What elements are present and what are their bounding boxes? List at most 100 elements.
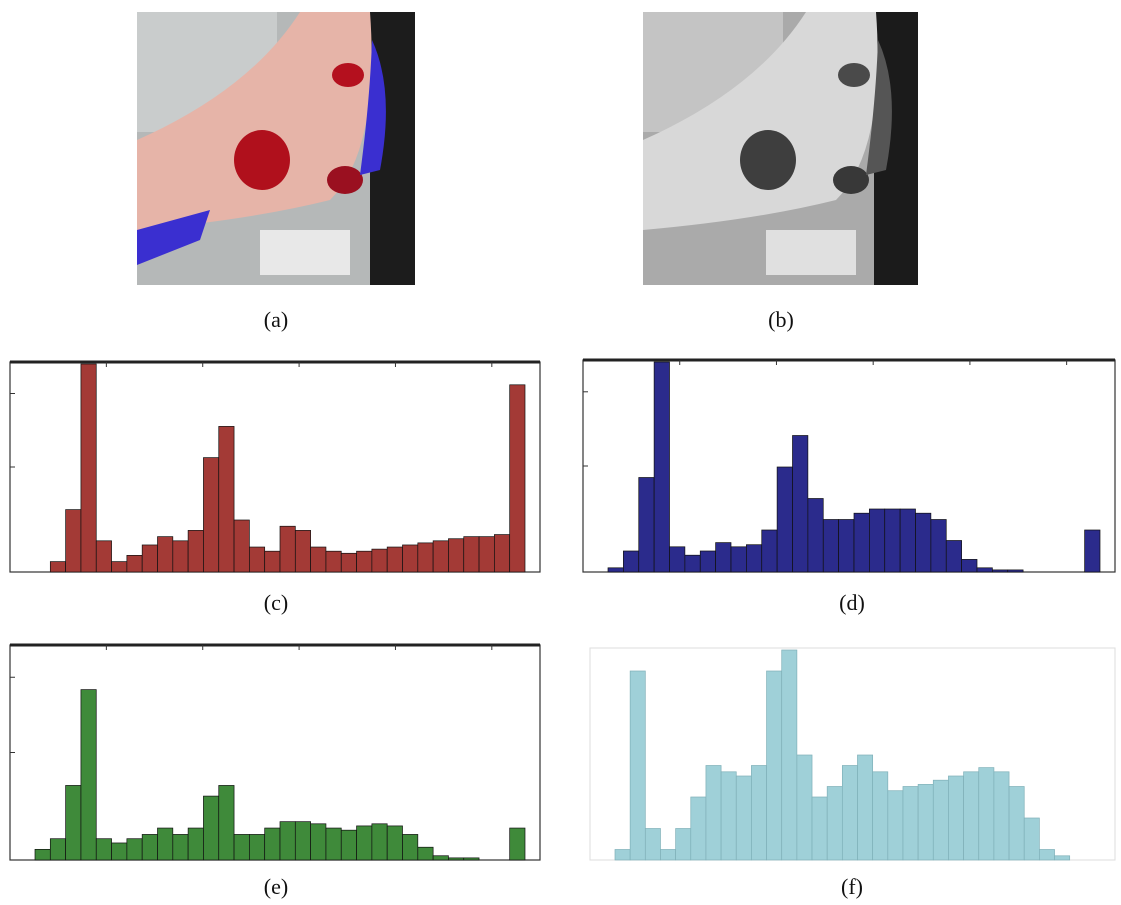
histogram-bar [311,547,326,572]
histogram-bar [615,850,630,861]
histogram-bar [746,545,761,572]
histogram-bar [448,539,463,572]
histogram-bar [885,509,900,572]
histogram-bar [341,830,356,860]
histogram-bar [721,772,736,860]
histogram-bar [127,555,142,572]
histogram-bar [660,850,675,861]
histogram-bar [946,541,961,573]
photo-gray [643,12,918,285]
histogram-bar [142,834,157,860]
histogram-bar [96,541,111,572]
histogram-bar [608,568,623,572]
histogram-bar [280,822,295,860]
histogram-bar [112,843,127,860]
histogram-bar [639,478,654,573]
histogram-bar [249,547,264,572]
histogram-bar [510,385,525,572]
histogram-bar [654,362,669,572]
histogram-bar [81,690,96,860]
histogram-bar [158,537,173,572]
histogram-bar [706,766,721,861]
histogram-bar [858,755,873,860]
histogram-bar [142,545,157,572]
histogram-bar [1024,818,1039,860]
histogram-bar [203,796,218,860]
histogram-bar [372,824,387,860]
histogram-bar [219,785,234,860]
histogram-bar [777,467,792,572]
histogram-bar [873,772,888,860]
histogram-bar [888,791,903,860]
histogram-bar [1008,570,1023,572]
histogram-bar [265,828,280,860]
histogram-bar [66,785,81,860]
histogram-bar [464,858,479,860]
histogram-bar [173,541,188,572]
histogram-bar [623,551,638,572]
histogram-bar [676,829,691,861]
histogram-bar [691,797,706,860]
histogram-bar [962,559,977,572]
histogram-bar [823,520,838,573]
histogram-bar [35,849,50,860]
histogram-bar [234,520,249,572]
histogram-bar [916,513,931,572]
histogram-bar [782,650,797,860]
histogram-bar [326,828,341,860]
histogram-bar [81,364,96,572]
histogram-bar [96,839,111,860]
histogram-bar [249,834,264,860]
histogram-bar [797,755,812,860]
histogram-bar [808,499,823,573]
histogram-bar [731,547,746,572]
histogram-bar [903,787,918,861]
histogram-bar [326,551,341,572]
histogram-bar [918,784,933,860]
histogram-bar [418,847,433,860]
panel-label: (a) [264,307,288,332]
histogram-bar [234,834,249,860]
histogram-bar [448,858,463,860]
histogram-bar [645,829,660,861]
histogram-bar [510,828,525,860]
panel-label: (d) [839,590,865,615]
histogram-bar [203,458,218,572]
histogram-bar [839,520,854,573]
histogram-bar [948,776,963,860]
histogram-bar [964,772,979,860]
histogram-bar [464,537,479,572]
histogram-bar [158,828,173,860]
histogram-bar [793,436,808,573]
histogram-bar [812,797,827,860]
histogram-bar [685,555,700,572]
histogram-bar [1055,856,1070,860]
photo-color [137,12,415,285]
histogram-bar [827,787,842,861]
histogram-bar [479,537,494,572]
histogram-bar [188,828,203,860]
histogram-bar [372,549,387,572]
histogram-bar [736,776,751,860]
histogram-bar [716,543,731,572]
histogram-bar [219,426,234,572]
histogram-bar [357,826,372,860]
histogram-bar [630,671,645,860]
histogram-bar [418,543,433,572]
histogram-bar [112,562,127,572]
histogram-bar [265,551,280,572]
histogram-bar [127,839,142,860]
histogram-bar [979,768,994,860]
histogram-bar [931,520,946,573]
histogram-bar [341,553,356,572]
histogram-bar [994,772,1009,860]
histogram-bar [295,822,310,860]
histogram-bar [403,545,418,572]
histogram-bar [977,568,992,572]
histogram-bar [767,671,782,860]
panel-label: (e) [264,874,288,899]
histogram-bar [494,535,509,572]
panel-label: (b) [768,307,794,332]
histogram-bar [762,530,777,572]
figure: (a) (b) (c) (d) (e) (f) [0,0,1121,905]
